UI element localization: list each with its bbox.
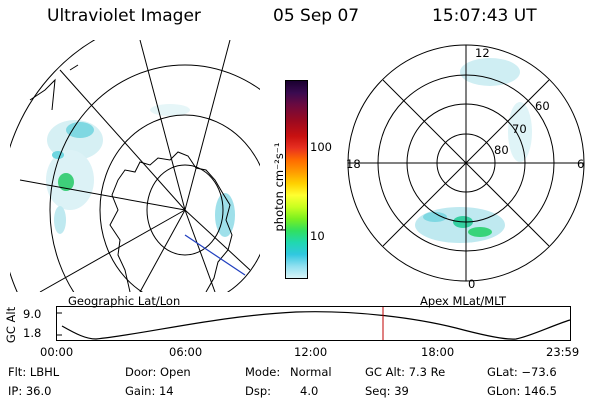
mlt-label-12: 12 xyxy=(475,46,490,60)
mlat-label-80: 80 xyxy=(494,143,509,157)
x-tick-1800: 18:00 xyxy=(421,345,455,359)
colorbar-unit-label: photon cm⁻²s⁻¹ xyxy=(272,142,286,232)
x-tick-0600: 06:00 xyxy=(169,345,203,359)
mlt-label-0: 0 xyxy=(468,277,476,291)
altitude-plot xyxy=(56,306,571,341)
time-label: 15:07:43 UT xyxy=(432,6,537,26)
filter-info: Flt: LBHL xyxy=(8,365,60,379)
glat-info: GLat: −73.6 xyxy=(487,365,557,379)
ip-info: IP: 36.0 xyxy=(8,384,52,398)
altitude-ylabel: GC Alt xyxy=(4,306,19,344)
mode-label: Mode: xyxy=(245,365,281,379)
x-tick-0000: 00:00 xyxy=(40,345,74,359)
mlat-label-70: 70 xyxy=(512,122,527,136)
x-tick-1200: 12:00 xyxy=(294,345,328,359)
colorbar-tick-100: 100 xyxy=(310,140,332,154)
mlt-label-6: 6 xyxy=(577,157,585,171)
mlat-label-60: 60 xyxy=(535,99,550,113)
x-tick-2359: 23:59 xyxy=(546,345,580,359)
dsp-label: Dsp: xyxy=(245,384,272,398)
gc-alt-info: GC Alt: 7.3 Re xyxy=(365,365,446,379)
altitude-tick-1-8: 1.8 xyxy=(23,326,42,340)
colorbar-tick-10: 10 xyxy=(310,229,325,243)
aurora-emission-right xyxy=(415,58,532,243)
glon-info: GLon: 146.5 xyxy=(487,384,557,398)
door-info: Door: Open xyxy=(125,365,191,379)
geographic-map xyxy=(10,40,260,292)
colorbar xyxy=(285,80,308,279)
right-map-label: Apex MLat/MLT xyxy=(420,294,507,308)
altitude-tick-9: 9.0 xyxy=(23,307,42,321)
mode-value: Normal xyxy=(290,365,332,379)
apex-polar-map xyxy=(347,44,585,282)
date-label: 05 Sep 07 xyxy=(273,6,360,26)
aurora-emission-left xyxy=(46,104,235,237)
mlt-label-18: 18 xyxy=(346,157,361,171)
seq-info: Seq: 39 xyxy=(365,384,409,398)
instrument-title: Ultraviolet Imager xyxy=(47,6,201,26)
gain-info: Gain: 14 xyxy=(125,384,174,398)
left-map-label: Geographic Lat/Lon xyxy=(68,294,181,308)
dsp-value: 4.0 xyxy=(300,384,319,398)
